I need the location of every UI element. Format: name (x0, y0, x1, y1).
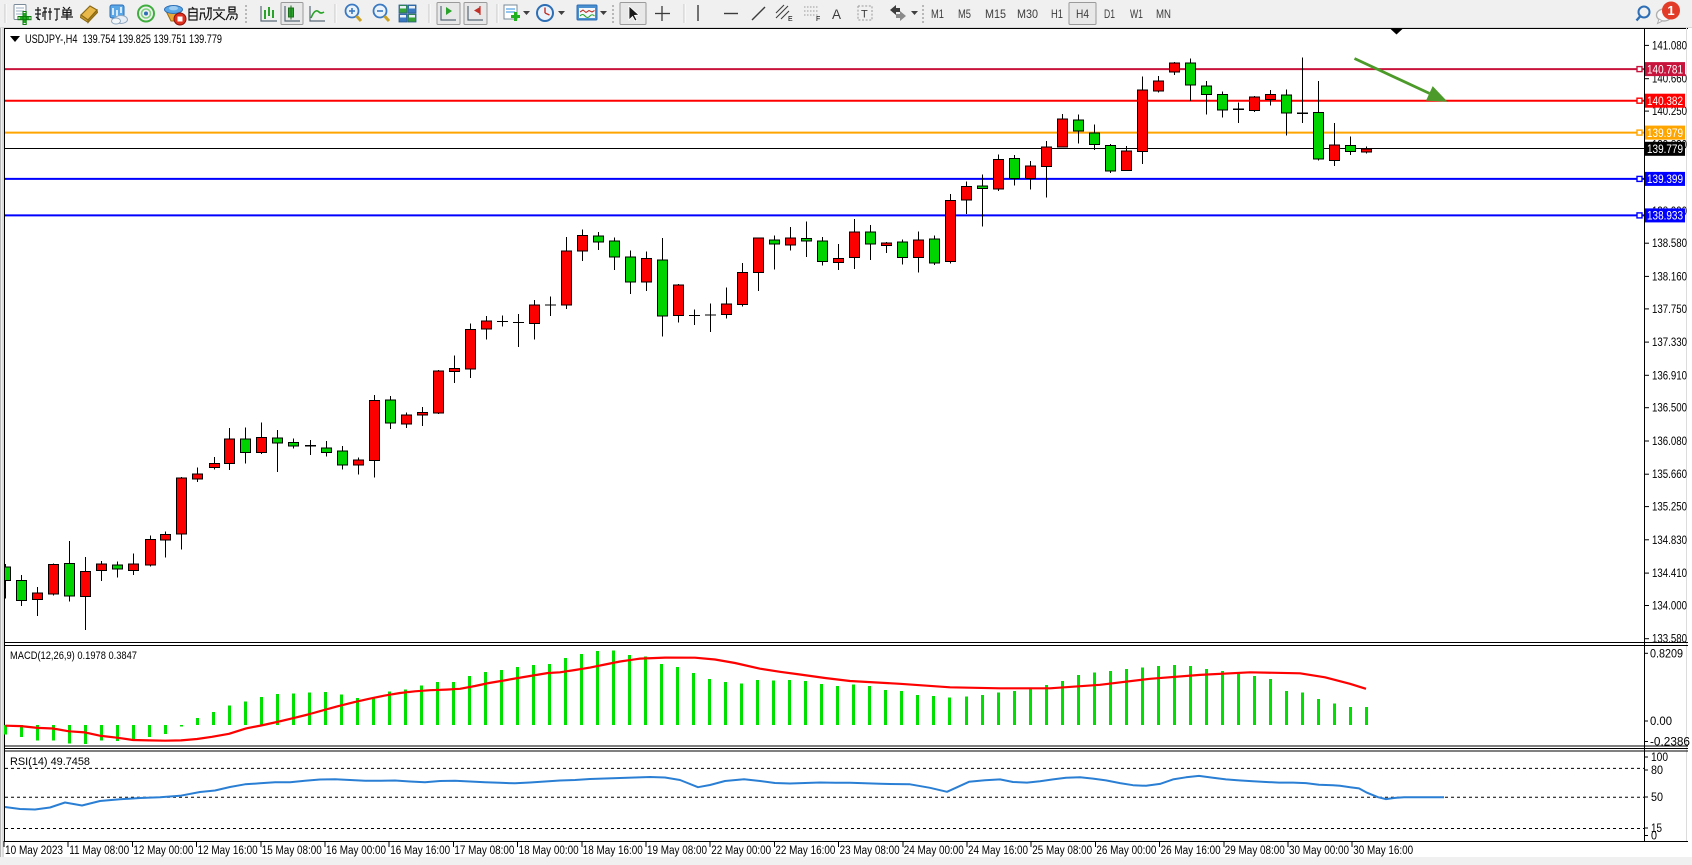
svg-text:23 May 08:00: 23 May 08:00 (840, 845, 900, 857)
svg-text:M30: M30 (1017, 7, 1038, 21)
svg-text:T: T (861, 9, 868, 21)
svg-text:15: 15 (1651, 823, 1662, 835)
svg-text:26 May 00:00: 26 May 00:00 (1096, 845, 1156, 857)
svg-text:140.250: 140.250 (1652, 106, 1687, 118)
svg-text:1: 1 (1667, 3, 1674, 18)
svg-text:22 May 16:00: 22 May 16:00 (775, 845, 835, 857)
svg-text:16 May 16:00: 16 May 16:00 (390, 845, 450, 857)
svg-text:10 May 2023: 10 May 2023 (5, 845, 63, 857)
svg-text:A: A (832, 7, 841, 22)
svg-text:29 May 08:00: 29 May 08:00 (1225, 845, 1285, 857)
svg-text:RSI(14) 49.7458: RSI(14) 49.7458 (10, 756, 90, 768)
svg-text:H4: H4 (1076, 7, 1089, 21)
svg-text:26 May 16:00: 26 May 16:00 (1161, 845, 1221, 857)
svg-text:-0.2386: -0.2386 (1650, 737, 1690, 749)
svg-text:0.8209: 0.8209 (1650, 648, 1683, 660)
svg-text:30 May 00:00: 30 May 00:00 (1289, 845, 1349, 857)
svg-text:137.330: 137.330 (1652, 337, 1687, 349)
svg-text:136.080: 136.080 (1652, 436, 1687, 448)
svg-text:19 May 08:00: 19 May 08:00 (647, 845, 707, 857)
svg-text:135.660: 135.660 (1652, 469, 1687, 481)
svg-text:137.750: 137.750 (1652, 304, 1687, 316)
svg-text:138.933: 138.933 (1647, 211, 1683, 223)
svg-text:H1: H1 (1051, 7, 1063, 21)
svg-text:134.410: 134.410 (1652, 568, 1687, 580)
svg-text:12 May 00:00: 12 May 00:00 (133, 845, 193, 857)
svg-text:USDJPY-,H4 139.754 139.825 13: USDJPY-,H4 139.754 139.825 139.751 139.7… (25, 32, 222, 46)
svg-text:0: 0 (1651, 831, 1657, 843)
svg-text:E: E (788, 16, 793, 23)
svg-text:M1: M1 (931, 7, 944, 21)
svg-text:80: 80 (1651, 765, 1663, 777)
svg-text:D1: D1 (1104, 7, 1115, 21)
svg-text:50: 50 (1651, 792, 1663, 804)
svg-text:140.781: 140.781 (1647, 64, 1683, 76)
svg-text:30 May 16:00: 30 May 16:00 (1353, 845, 1413, 857)
svg-text:138.580: 138.580 (1652, 238, 1687, 250)
svg-text:100: 100 (1651, 752, 1668, 764)
svg-text:F: F (816, 16, 820, 23)
svg-text:138.160: 138.160 (1652, 271, 1687, 283)
svg-text:139.399: 139.399 (1647, 174, 1683, 186)
svg-text:W1: W1 (1130, 7, 1143, 21)
svg-text:17 May 08:00: 17 May 08:00 (454, 845, 514, 857)
svg-text:11 May 08:00: 11 May 08:00 (69, 845, 129, 857)
svg-text:25 May 08:00: 25 May 08:00 (1032, 845, 1092, 857)
svg-text:140.382: 140.382 (1647, 96, 1683, 108)
svg-text:18 May 00:00: 18 May 00:00 (519, 845, 579, 857)
svg-text:136.500: 136.500 (1652, 403, 1687, 415)
svg-text:24 May 16:00: 24 May 16:00 (968, 845, 1028, 857)
svg-text:141.080: 141.080 (1652, 40, 1687, 52)
svg-text:139.779: 139.779 (1647, 144, 1683, 156)
svg-text:M5: M5 (958, 7, 971, 21)
svg-text:134.830: 134.830 (1652, 535, 1687, 547)
svg-text:134.000: 134.000 (1652, 601, 1687, 613)
svg-text:12 May 16:00: 12 May 16:00 (198, 845, 258, 857)
svg-text:136.910: 136.910 (1652, 370, 1687, 382)
svg-text:0.00: 0.00 (1650, 716, 1672, 728)
svg-text:22 May 00:00: 22 May 00:00 (711, 845, 771, 857)
svg-text:16 May 00:00: 16 May 00:00 (326, 845, 386, 857)
svg-text:MN: MN (1156, 7, 1171, 21)
svg-text:MACD(12,26,9) 0.1978 0.3847: MACD(12,26,9) 0.1978 0.3847 (10, 650, 137, 662)
svg-text:M15: M15 (985, 7, 1006, 21)
svg-text:133.580: 133.580 (1652, 634, 1687, 646)
svg-text:139.979: 139.979 (1647, 128, 1683, 140)
svg-text:140.660: 140.660 (1652, 74, 1687, 86)
svg-text:18 May 16:00: 18 May 16:00 (583, 845, 643, 857)
svg-text:15 May 08:00: 15 May 08:00 (262, 845, 322, 857)
svg-text:24 May 00:00: 24 May 00:00 (904, 845, 964, 857)
svg-text:135.250: 135.250 (1652, 502, 1687, 514)
